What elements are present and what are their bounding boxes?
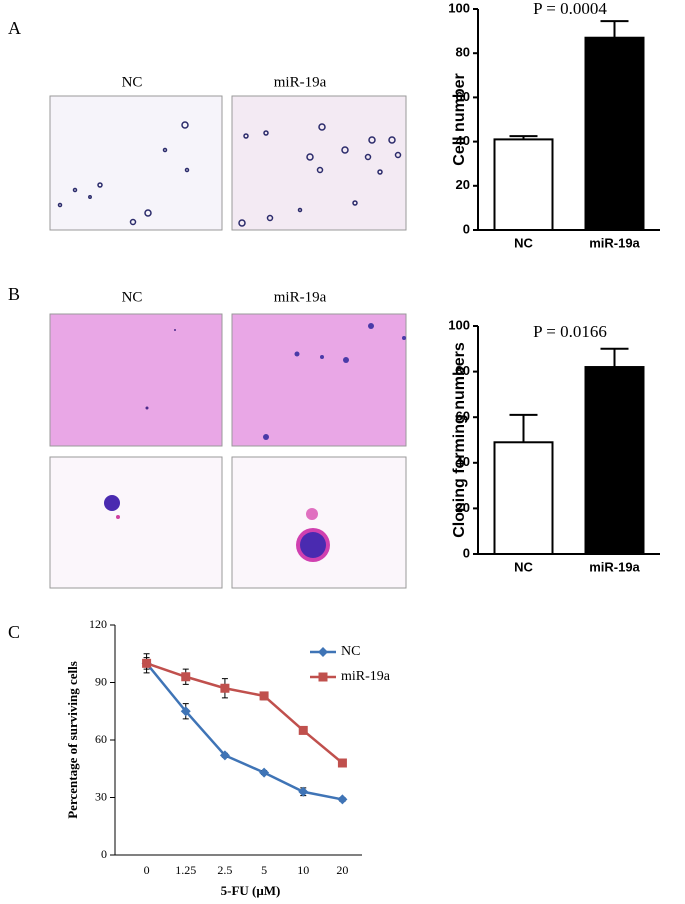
y-tick-label: 40: [456, 133, 470, 148]
x-tick-label: NC: [514, 235, 533, 250]
x-tick-label: NC: [514, 559, 533, 574]
x-tick-label: 2.5: [217, 863, 232, 877]
x-tick-label: miR-19a: [589, 235, 640, 250]
marker: [220, 683, 230, 693]
x-tick-label: 0: [144, 863, 150, 877]
y-tick-label: 80: [456, 363, 470, 378]
panel-label: C: [8, 622, 20, 642]
micrograph: [231, 95, 407, 231]
line: [146, 662, 344, 764]
marker: [259, 691, 269, 701]
x-tick-label: 5: [261, 863, 267, 877]
bar: [584, 366, 645, 556]
x-tick-label: 10: [297, 863, 309, 877]
y-tick-label: 0: [101, 847, 107, 861]
y-tick-label: 100: [448, 317, 470, 332]
marker: [181, 672, 191, 682]
y-tick-label: 0: [463, 545, 470, 560]
y-tick-label: 60: [456, 409, 470, 424]
marker: [318, 672, 328, 682]
y-tick-label: 60: [95, 732, 107, 746]
y-tick-label: 90: [95, 674, 107, 688]
marker: [219, 750, 230, 761]
image-caption: miR-19a: [274, 289, 327, 305]
panel-label: B: [8, 284, 20, 304]
y-tick-label: 80: [456, 45, 470, 60]
y-tick-label: 40: [456, 454, 470, 469]
annotation: P = 0.0004: [533, 0, 607, 18]
y-axis-label: Percentage of surviving cells: [65, 661, 80, 819]
y-tick-label: 0: [463, 221, 470, 236]
marker: [298, 786, 309, 797]
x-tick-label: miR-19a: [589, 559, 640, 574]
y-tick-label: 60: [456, 89, 470, 104]
marker: [142, 658, 152, 668]
x-tick-label: 1.25: [175, 863, 196, 877]
y-tick-label: 30: [95, 789, 107, 803]
bar: [584, 36, 645, 232]
image-caption: miR-19a: [274, 74, 327, 90]
marker: [180, 706, 191, 717]
image-caption: NC: [122, 74, 143, 90]
y-tick-label: 120: [89, 617, 107, 631]
micrograph: [49, 456, 223, 589]
y-axis-label: Cloning forming numbers: [451, 342, 468, 538]
marker: [259, 767, 270, 778]
micrograph: [231, 456, 407, 589]
image-caption: NC: [122, 289, 143, 305]
marker: [337, 794, 348, 805]
line: [145, 662, 343, 801]
legend-label: NC: [341, 644, 360, 659]
legend-label: miR-19a: [341, 669, 391, 684]
micrograph: [231, 313, 407, 447]
micrograph: [49, 313, 223, 447]
panel-label: A: [8, 18, 21, 38]
marker: [298, 725, 308, 735]
y-tick-label: 20: [456, 177, 470, 192]
y-axis-label: Cell number: [451, 73, 468, 165]
y-tick-label: 20: [456, 500, 470, 515]
marker: [337, 758, 347, 768]
micrograph: [49, 95, 223, 231]
x-tick-label: 20: [336, 863, 348, 877]
y-tick-label: 100: [448, 0, 470, 15]
bar: [493, 441, 554, 555]
marker: [318, 647, 328, 657]
bar: [493, 138, 554, 231]
x-axis-label: 5-FU (μM): [221, 883, 281, 898]
annotation: P = 0.0166: [533, 322, 607, 341]
